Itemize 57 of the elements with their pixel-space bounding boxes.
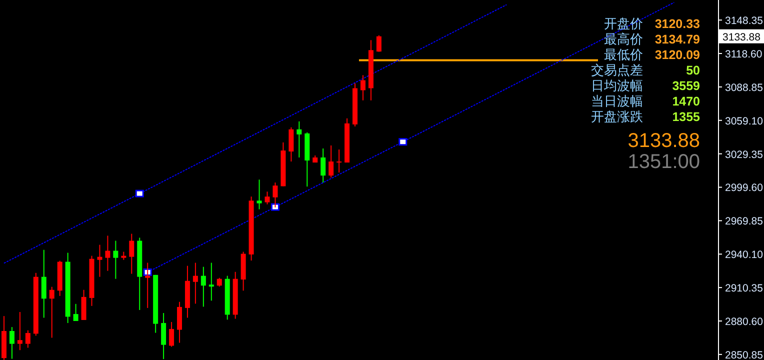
annotation: 1355 xyxy=(672,110,700,124)
annotation: 开盘涨跌 xyxy=(591,109,643,124)
annotation: 最高价 xyxy=(604,32,643,46)
annotation: 日均波幅 xyxy=(591,78,643,93)
text: 3133.88 xyxy=(722,31,761,44)
y-tick-label: 3059.10 xyxy=(725,115,764,128)
candlestick xyxy=(129,233,134,274)
annotation: 3559 xyxy=(672,79,700,93)
y-tick-label: 3029.35 xyxy=(725,148,764,161)
point xyxy=(270,203,280,211)
annotation: 3120.33 xyxy=(654,17,700,31)
candlestick xyxy=(81,289,86,320)
y-tick-label: 2910.35 xyxy=(725,282,764,295)
annotation: 3120.09 xyxy=(654,48,700,62)
candlestick xyxy=(192,262,198,304)
annotation: 50 xyxy=(686,64,700,78)
candlestick xyxy=(73,303,78,322)
candlestick xyxy=(105,235,110,272)
candlestick xyxy=(360,74,366,101)
candlestick xyxy=(264,191,270,205)
annotation: 3133.88 xyxy=(628,130,700,152)
y-tick-label: 3148.35 xyxy=(725,15,764,28)
candlestick xyxy=(320,148,326,184)
candlestick xyxy=(113,240,118,280)
annotation: 3134.79 xyxy=(654,32,700,46)
candlestick xyxy=(9,326,14,360)
candlestick xyxy=(328,144,334,178)
annotation: 1351:00 xyxy=(628,151,700,173)
annotation: 交易点差 xyxy=(591,62,643,78)
point xyxy=(398,138,408,146)
y-tick-label: 3118.60 xyxy=(725,48,762,60)
y-tick-label: 2969.85 xyxy=(725,216,764,228)
point xyxy=(135,190,144,198)
annotation: 1470 xyxy=(672,94,700,108)
candlestick xyxy=(256,179,262,210)
candlestick xyxy=(336,148,342,174)
candlestick xyxy=(296,120,302,158)
candlestick xyxy=(161,312,166,360)
candlestick xyxy=(169,322,174,348)
candlestick xyxy=(17,312,22,351)
annotation: 开盘价 xyxy=(604,16,643,31)
y-tick-label: 2999.60 xyxy=(725,182,764,194)
y-tick-label: 3088.85 xyxy=(725,82,764,94)
annotation: 当日波幅 xyxy=(591,94,643,108)
y-tick-label: 2850.85 xyxy=(725,349,764,360)
candlestick xyxy=(49,286,54,338)
candlestick xyxy=(97,244,102,278)
y-tick-label: 2940.10 xyxy=(725,249,764,262)
candlestick xyxy=(25,330,30,348)
candlestick xyxy=(288,126,294,162)
candlestick xyxy=(208,262,214,302)
y-tick-label: 2880.60 xyxy=(725,316,764,328)
candlestick xyxy=(41,249,46,318)
annotation: 最低价 xyxy=(604,47,643,62)
candlestick xyxy=(200,266,206,308)
candlestick xyxy=(376,34,382,52)
candlestick xyxy=(177,301,182,344)
